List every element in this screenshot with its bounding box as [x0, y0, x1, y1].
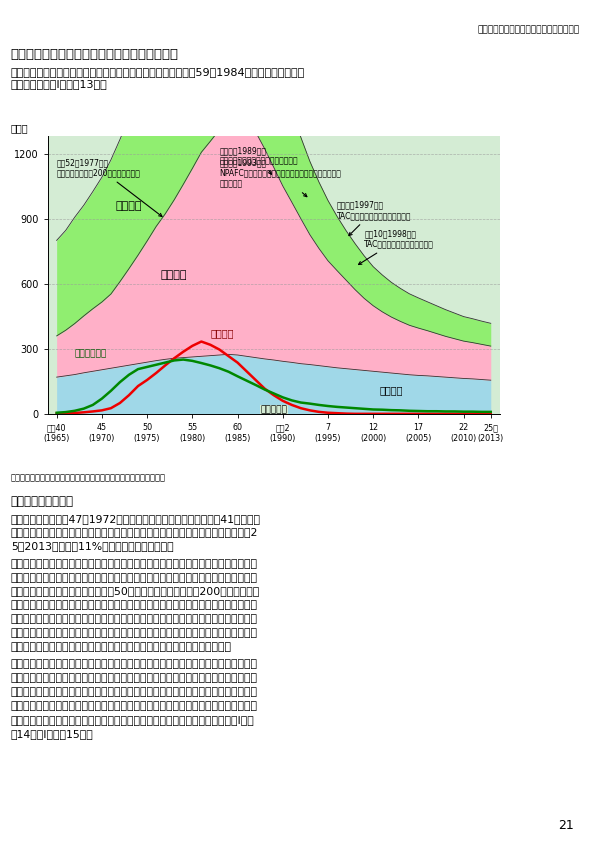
Text: （遠洋漁業の変化）: （遠洋漁業の変化） [11, 495, 74, 508]
Text: 第
１
部: 第 １ 部 [529, 153, 536, 196]
Text: スケトウダラ: スケトウダラ [75, 349, 107, 358]
Text: が強化されました。また、我が国と条約非加盟国等との競合も激化したため、更に多: が強化されました。また、我が国と条約非加盟国等との競合も激化したため、更に多 [11, 701, 258, 711]
Text: マイワシ: マイワシ [211, 328, 234, 338]
Text: 内水面漁業: 内水面漁業 [260, 405, 287, 414]
Text: たこと等から、条約に基づく漁業生産量の国別割当や禁漁等も含む国際的な漁業管理: たこと等から、条約に基づく漁業生産量の国別割当や禁漁等も含む国際的な漁業管理 [11, 687, 258, 697]
Text: 第１節　我が国周辺水域の漁業資源の変化: 第１節 我が国周辺水域の漁業資源の変化 [478, 25, 580, 35]
Text: に操業していました。しかし、昭和50年代初めに多くの国々で200海里水域が設: に操業していました。しかし、昭和50年代初めに多くの国々で200海里水域が設 [11, 587, 260, 596]
Text: 制するようになったことから、我が国の多くの遠洋漁船が既存の漁場から撤退を余儀: 制するようになったことから、我が国の多くの遠洋漁船が既存の漁場から撤退を余儀 [11, 615, 258, 624]
Text: イ　近年の我が国の漁業を取り巻く状況の変化: イ 近年の我が国の漁業を取り巻く状況の変化 [11, 48, 178, 61]
Text: 5（2013）年には11%を占めるに過ぎません。: 5（2013）年には11%を占めるに過ぎません。 [11, 541, 173, 552]
Text: 平成元（1989）年
国連大規模公海流し網禁止決議の採択: 平成元（1989）年 国連大規模公海流し網禁止決議の採択 [220, 147, 298, 174]
Text: 平成９（1997）年
TAC制度運用開始：６魚種を指定: 平成９（1997）年 TAC制度運用開始：６魚種を指定 [337, 200, 412, 236]
Text: くの我が国遠洋漁船が撤退し、遠洋漁業の生産量はますます減少しました（図Ⅰ－１: くの我が国遠洋漁船が撤退し、遠洋漁業の生産量はますます減少しました（図Ⅰ－１ [11, 715, 255, 725]
Text: なくされました。これに伴い、当時米国沿岸等で大量に漁獲されていたスケトウダラ: なくされました。これに伴い、当時米国沿岸等で大量に漁獲されていたスケトウダラ [11, 628, 258, 638]
Text: 資料：農林水産省「漁業・養殖業生産統計」等に基づき水産庁で作成: 資料：農林水産省「漁業・養殖業生産統計」等に基づき水産庁で作成 [11, 473, 166, 482]
Text: 定されるとともに、自国の漁業振興のため当該水域内での外国漁船の操業を厳しく規: 定されるとともに、自国の漁業振興のため当該水域内での外国漁船の操業を厳しく規 [11, 600, 258, 610]
Text: 第
Ⅰ
章: 第 Ⅰ 章 [529, 302, 536, 345]
Text: しています（図Ⅰ－１－13）。: しています（図Ⅰ－１－13）。 [11, 79, 108, 89]
Text: その後は、公海域におけるカツオ・マグロ漁業等が遠洋漁業の主力となりましたが: その後は、公海域におけるカツオ・マグロ漁業等が遠洋漁業の主力となりましたが [11, 659, 258, 669]
Text: 我が国漁業を取り巻く状況は、生産量がピークであった昭和59（1984）年から大きく変化: 我が国漁業を取り巻く状況は、生産量がピークであった昭和59（1984）年から大き… [11, 67, 305, 77]
Text: できました。この原則に則り、かつての我が国遠洋漁業は、他国の沿岸近くでも自由: できました。この原則に則り、かつての我が国遠洋漁業は、他国の沿岸近くでも自由 [11, 573, 258, 583]
Text: るなど、かつては我が国漁業において大きな地位を占めていました。しかし、平成2: るなど、かつては我が国漁業において大きな地位を占めていました。しかし、平成2 [11, 527, 258, 537]
Text: 遠洋漁業は、昭和47（1972）年には我が国の漁船漁業生産量の41％を占め: 遠洋漁業は、昭和47（1972）年には我が国の漁船漁業生産量の41％を占め [11, 514, 261, 524]
Text: 、時代が進むにつれ公海域においてもマグロ類を中心に多くの外国漁船が操業を始め: 、時代が進むにつれ公海域においてもマグロ類を中心に多くの外国漁船が操業を始め [11, 674, 258, 683]
Text: 平成５（1993）年
NPAFC条約の発効（北太平洋での溯河性魚類の漁獲の
原則禁止）: 平成５（1993）年 NPAFC条約の発効（北太平洋での溯河性魚類の漁獲の 原則… [220, 158, 342, 197]
Text: かつては領海以外は公海とされ、公海では各国とも基本的に自由に操業することが: かつては領海以外は公海とされ、公海では各国とも基本的に自由に操業することが [11, 559, 258, 568]
Text: 平成10（1998）年
TAC対象種にスルメイカを指定: 平成10（1998）年 TAC対象種にスルメイカを指定 [359, 230, 434, 264]
Text: 沖合漁業: 沖合漁業 [161, 270, 187, 280]
Text: －14、図Ⅰ－１－15）。: －14、図Ⅰ－１－15）。 [11, 729, 93, 738]
Text: 万トン: 万トン [11, 124, 28, 134]
Text: 沿岸漁業: 沿岸漁業 [380, 385, 403, 395]
Text: 21: 21 [559, 819, 574, 832]
Text: 昭和52（1977）年
米国及び旧ソ連が200海里水域を設定: 昭和52（1977）年 米国及び旧ソ連が200海里水域を設定 [57, 158, 162, 216]
Text: 図Ⅰ－１－13　部門別漁業生産量の推移及び漁業を取り巻く状況の変化: 図Ⅰ－１－13 部門別漁業生産量の推移及び漁業を取り巻く状況の変化 [154, 79, 368, 89]
Text: 遠洋漁業: 遠洋漁業 [116, 201, 142, 210]
Text: 等の生産量が大きく減少したこと等から遠洋漁業の生産量は減少しました。: 等の生産量が大きく減少したこと等から遠洋漁業の生産量は減少しました。 [11, 642, 231, 652]
